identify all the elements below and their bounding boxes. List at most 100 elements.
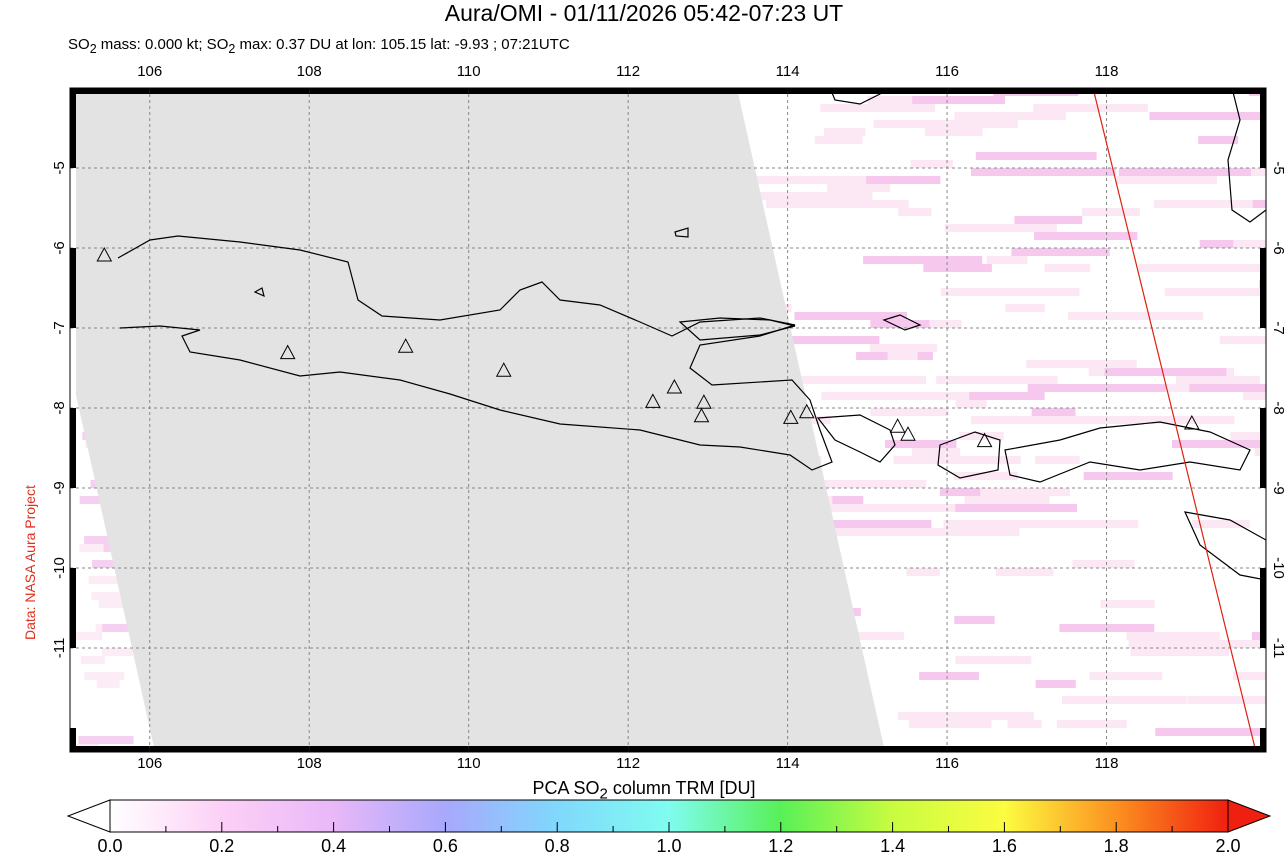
so2-pixel [1233, 240, 1266, 248]
so2-pixel [969, 392, 1045, 400]
so2-pixel [1153, 200, 1253, 208]
so2-pixel [96, 680, 120, 688]
subtitle-text: max: 0.37 DU at lon: 105.15 lat: -9.93 ;… [235, 36, 570, 53]
frame-tick-bottom [468, 746, 629, 752]
so2-pixel [1104, 368, 1227, 376]
volcano-triangle-icon [976, 432, 993, 448]
frame-tick-top [309, 88, 469, 94]
so2-pixel [863, 256, 983, 264]
so2-pixel [910, 160, 953, 168]
so2-pixel [79, 496, 104, 504]
so2-pixel [1189, 384, 1266, 392]
lat-label-right: -6 [1270, 241, 1287, 254]
lon-label-bottom: 106 [137, 755, 162, 772]
so2-pixel [79, 544, 117, 552]
so2-pixel [873, 120, 964, 128]
colorbar-label: 0.4 [321, 836, 346, 855]
frame-tick-left [70, 568, 76, 648]
colorbar-label: 2.0 [1215, 836, 1240, 855]
so2-pixel [821, 392, 910, 400]
so2-pixel [1026, 360, 1137, 368]
so2-pixel [901, 96, 1005, 104]
colorbar-ticks: 0.0 0.2 0.4 0.6 0.8 1.0 1.2 1.4 1.6 1.8 2.0 [97, 822, 1241, 855]
lon-label-bottom: 118 [1095, 755, 1119, 772]
colorbar-low-arrow [66, 799, 111, 833]
lat-label-right: -9 [1270, 481, 1287, 494]
so2-pixel [1083, 472, 1173, 480]
lat-label-right: -7 [1270, 321, 1287, 334]
so2-pixel [1128, 640, 1241, 648]
so2-pixel [1034, 232, 1138, 240]
so2-pixel [1237, 264, 1266, 272]
so2-pixel [969, 472, 1011, 480]
frame-tick-right [1260, 88, 1266, 168]
lat-label-left: -10 [51, 557, 68, 579]
so2-pixel [88, 576, 133, 584]
so2-pixel [1230, 432, 1266, 440]
lat-label-left: -6 [51, 241, 68, 254]
colorbar-title-text: column TRM [DU] [607, 778, 756, 798]
so2-pixel [91, 592, 135, 600]
so2-pixel [911, 448, 961, 456]
so2-pixel [746, 176, 867, 184]
so2-pixel [1198, 136, 1239, 144]
so2-pixel [1126, 632, 1220, 640]
lon-label-bottom: 114 [776, 755, 800, 772]
so2-pixel [1236, 640, 1266, 648]
so2-pixel [1192, 520, 1250, 528]
lon-label-top: 108 [297, 63, 322, 80]
so2-pixel [1171, 440, 1266, 448]
so2-pixel [1138, 264, 1266, 272]
so2-pixel [1033, 104, 1148, 112]
colorbar-label: 1.2 [768, 836, 793, 855]
so2-pixel [1118, 168, 1251, 176]
frame-tick-bottom [70, 746, 150, 752]
so2-pixel [1130, 648, 1229, 656]
so2-pixel [98, 600, 146, 608]
so2-pixel [1031, 408, 1076, 416]
coastlines [117, 88, 1266, 581]
graticule [70, 88, 1266, 752]
map-title: Aura/OMI - 01/11/2026 05:42-07:23 UT [444, 0, 844, 26]
coast-bali [816, 414, 896, 463]
so2-pixel [939, 488, 981, 496]
frame-tick-top [628, 88, 788, 94]
so2-pixel [908, 720, 992, 728]
colorbar-label: 1.8 [1104, 836, 1129, 855]
so2-pixel [870, 408, 949, 416]
volcano-triangle-icon [889, 418, 906, 433]
so2-pixel [1089, 672, 1163, 680]
so2-pixel [80, 656, 105, 664]
lat-label-left: -5 [51, 161, 68, 174]
so2-pixel [1242, 392, 1266, 400]
subtitle-text: SO [68, 36, 90, 53]
so2-pixel [1014, 216, 1083, 224]
so2-pixel [922, 320, 962, 328]
coast-lombok [937, 431, 1001, 479]
subtitle-text: mass: 0.000 kt; SO [96, 36, 229, 53]
so2-pixel [1081, 208, 1140, 216]
lon-label-bottom: 108 [297, 755, 322, 772]
lat-label-left: -8 [51, 401, 68, 414]
so2-pixel [943, 520, 1064, 528]
so2-pixel [1116, 176, 1218, 184]
so2-pixel [823, 128, 866, 136]
map-subtitle: SO2 mass: 0.000 kt; SO2 max: 0.37 DU at … [68, 36, 570, 56]
so2-pixel [946, 504, 1078, 512]
so2-pixel [1175, 376, 1261, 384]
frame-tick-bottom [787, 746, 948, 752]
volcano-triangle-icon [696, 394, 712, 409]
so2-pixel [794, 312, 907, 320]
frame-tick-top [70, 88, 150, 94]
so2-pixel [102, 624, 129, 632]
so2-pixel [84, 536, 122, 544]
subtitle-sub: 2 [89, 42, 97, 56]
so2-pixel [954, 112, 1067, 120]
so2-pixel [1035, 680, 1076, 688]
orbit-edge-line [1092, 88, 1257, 752]
so2-pixel [924, 128, 983, 136]
lat-label-right: -11 [1270, 638, 1287, 659]
so2-pixel [84, 672, 125, 680]
so2-pixel [1034, 456, 1080, 464]
colorbar: 0.0 0.2 0.4 0.6 0.8 1.0 1.2 1.4 1.6 1.8 2.0 [66, 799, 1272, 855]
